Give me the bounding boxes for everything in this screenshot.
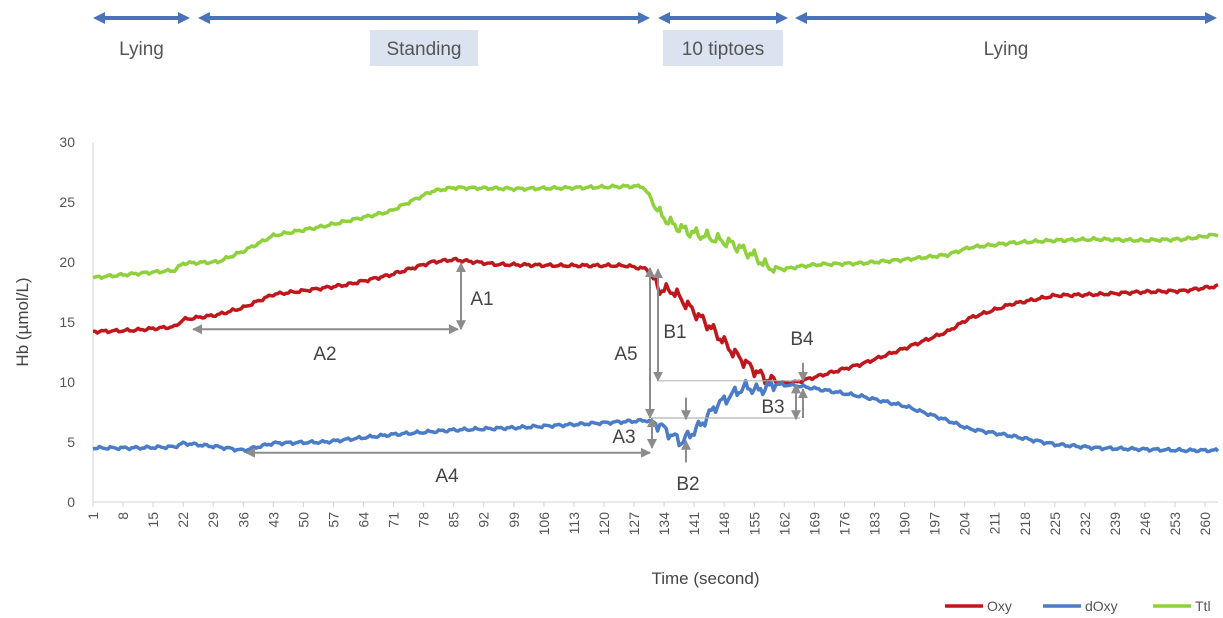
annotation-label-b1: B1 [663, 322, 686, 343]
x-tick-label: 71 [386, 512, 402, 528]
axes-layer: 0 5 10 15 20 25 30 1 8 15 22 29 36 43 50 57 64 71 78 85 92 99… [13, 134, 1218, 588]
x-tick-label: 99 [506, 512, 522, 528]
x-tick-label: 92 [476, 512, 492, 528]
x-tick-label: 148 [716, 512, 732, 536]
x-tick-label: 162 [776, 512, 792, 536]
legend: Oxy dOxy Ttl [945, 598, 1211, 614]
series-line-oxy [92, 256, 1219, 386]
x-tick-label: 169 [806, 512, 822, 536]
x-tick-label: 155 [746, 512, 762, 536]
y-tick-label: 15 [59, 314, 75, 330]
x-tick-label: 134 [656, 512, 672, 536]
x-tick-label: 43 [265, 512, 281, 528]
x-tick-label: 127 [626, 512, 642, 536]
x-tick-label: 1 [85, 512, 101, 520]
phase-arrow-head-left [198, 12, 210, 24]
x-tick-label: 260 [1197, 512, 1213, 536]
x-tick-label: 197 [927, 512, 943, 536]
annotation-label-b4: B4 [790, 329, 814, 350]
x-tick-label: 57 [325, 512, 341, 528]
y-tick-label: 5 [67, 434, 75, 450]
y-tick-label: 30 [59, 134, 75, 150]
phase-label: 10 tiptoes [682, 39, 764, 60]
series-line-doxy [92, 378, 1220, 454]
annotation-label-a3: A3 [612, 427, 635, 448]
y-tick-label: 0 [67, 494, 75, 510]
phase-layer: Lying Standing 10 tiptoes Lying [93, 12, 1217, 66]
phase-arrow-head-right [1205, 12, 1217, 24]
x-tick-label: 106 [536, 512, 552, 536]
x-tick-label: 246 [1137, 512, 1153, 536]
x-axis-title: Time (second) [651, 569, 759, 588]
phase-label: Standing [386, 39, 461, 60]
x-tick-label: 232 [1077, 512, 1093, 536]
x-tick-label: 176 [836, 512, 852, 536]
phase-label: Lying [119, 39, 164, 60]
annotation-label-b2: B2 [676, 474, 699, 495]
series-line-ttl [92, 183, 1219, 281]
y-tick-label: 25 [59, 194, 75, 210]
annotation-label-a4: A4 [435, 466, 459, 487]
x-tick-label: 120 [596, 512, 612, 536]
x-tick-label: 218 [1017, 512, 1033, 536]
annotation-label-a2: A2 [313, 344, 336, 365]
x-tick-label: 211 [987, 512, 1003, 535]
annotation-label-a5: A5 [614, 344, 637, 365]
phase-arrow-head-right [638, 12, 650, 24]
x-tick-label: 85 [446, 512, 462, 528]
y-tick-label: 10 [59, 374, 75, 390]
x-tick-label: 225 [1047, 512, 1063, 536]
annotation-layer: A1 A2 A3 A4 A5 B1 B2 B3 B4 [192, 262, 814, 495]
phase-label: Lying [984, 39, 1029, 60]
phase-arrow-head-right [776, 12, 788, 24]
x-tick-label: 36 [235, 512, 251, 528]
phase-label-box [663, 30, 783, 66]
annotation-label-b3: B3 [761, 397, 784, 418]
x-tick-label: 22 [175, 512, 191, 528]
x-tick-label: 141 [686, 512, 702, 536]
y-tick-label: 20 [59, 254, 75, 270]
phase-arrow-head-left [658, 12, 670, 24]
x-tick-label: 113 [566, 512, 582, 535]
legend-label-doxy: dOxy [1085, 598, 1118, 614]
x-tick-label: 50 [295, 512, 311, 528]
x-tick-label: 183 [866, 512, 882, 536]
x-tick-label: 29 [205, 512, 221, 528]
x-tick-label: 253 [1167, 512, 1183, 536]
legend-label-oxy: Oxy [987, 598, 1012, 614]
x-tick-label: 204 [957, 512, 973, 536]
x-tick-label: 15 [145, 512, 161, 528]
annotation-label-a1: A1 [470, 289, 493, 310]
phase-arrow-head-left [795, 12, 807, 24]
x-tick-label: 190 [897, 512, 913, 536]
x-tick-label: 64 [356, 512, 372, 528]
legend-label-ttl: Ttl [1195, 598, 1211, 614]
x-tick-label: 8 [115, 512, 131, 520]
series-layer [92, 183, 1220, 454]
y-axis-title: Hb (µmol/L) [13, 277, 32, 366]
x-tick-label: 239 [1107, 512, 1123, 536]
phase-label-box [370, 30, 478, 66]
phase-arrow-head-left [93, 12, 105, 24]
x-tick-label: 78 [416, 512, 432, 528]
phase-arrow-head-right [178, 12, 190, 24]
